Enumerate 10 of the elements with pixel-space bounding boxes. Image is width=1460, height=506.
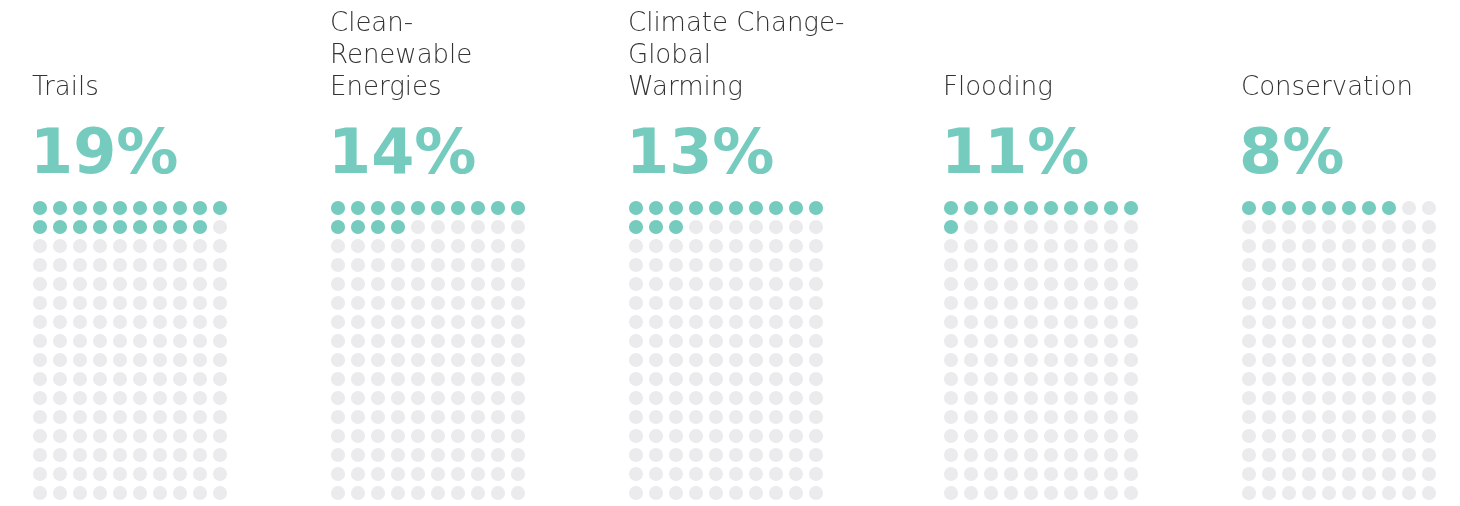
category-label: Climate Change- Global Warming — [628, 7, 845, 101]
data-label: 11% — [941, 115, 1090, 188]
category-label: Clean- Renewable Energies — [330, 7, 473, 101]
data-label: 13% — [626, 115, 775, 188]
category-label: Flooding — [943, 71, 1053, 101]
data-label: 8% — [1239, 115, 1345, 188]
category-label: Conservation — [1241, 71, 1413, 101]
data-label: 14% — [328, 115, 477, 188]
category-label: Trails — [32, 71, 99, 101]
data-label: 19% — [30, 115, 179, 188]
